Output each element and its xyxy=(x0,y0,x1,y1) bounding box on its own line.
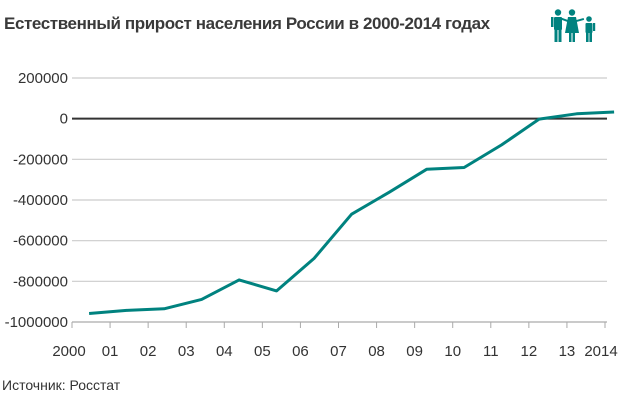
family-icon xyxy=(551,9,596,42)
x-tick-label: 07 xyxy=(330,343,347,360)
chart-title: Естественный прирост населения России в … xyxy=(4,14,490,33)
x-tick-label: 11 xyxy=(483,343,499,360)
x-tick-label: 08 xyxy=(368,343,385,360)
y-tick-label: -600000 xyxy=(13,233,68,250)
y-tick-label: -200000 xyxy=(13,151,68,168)
x-tick-label: 12 xyxy=(521,343,538,360)
x-tick-label: 03 xyxy=(178,343,195,360)
x-tick-label: 13 xyxy=(559,343,576,360)
x-tick-label: 01 xyxy=(102,343,119,360)
y-tick-label: 200000 xyxy=(18,70,68,87)
y-tick-label: -800000 xyxy=(13,273,68,290)
x-tick-label: 2014 xyxy=(584,343,617,360)
y-axis: 200000 0 -200000 -400000 -600000 -800000 -1000… xyxy=(5,70,68,331)
x-tick-label: 10 xyxy=(444,343,461,360)
x-tick-label: 06 xyxy=(292,343,309,360)
x-tick-label: 09 xyxy=(406,343,423,360)
gridlines xyxy=(72,77,607,323)
line-chart: 200000 0 -200000 -400000 -600000 -800000 -1000… xyxy=(5,70,618,360)
x-tick-label: 04 xyxy=(216,343,233,360)
y-tick-label: -1000000 xyxy=(5,314,68,331)
x-axis: 2000 01 02 03 04 05 06 07 08 09 10 11 12 13 2014 xyxy=(52,322,618,360)
y-tick-label: -400000 xyxy=(13,192,68,209)
population-growth-line xyxy=(88,110,615,315)
source-note: Источник: Росстат xyxy=(2,377,121,393)
x-tick-label: 05 xyxy=(254,343,271,360)
x-tick-label: 02 xyxy=(140,343,157,360)
x-tick-label: 2000 xyxy=(52,343,85,360)
y-tick-label: 0 xyxy=(60,111,68,128)
